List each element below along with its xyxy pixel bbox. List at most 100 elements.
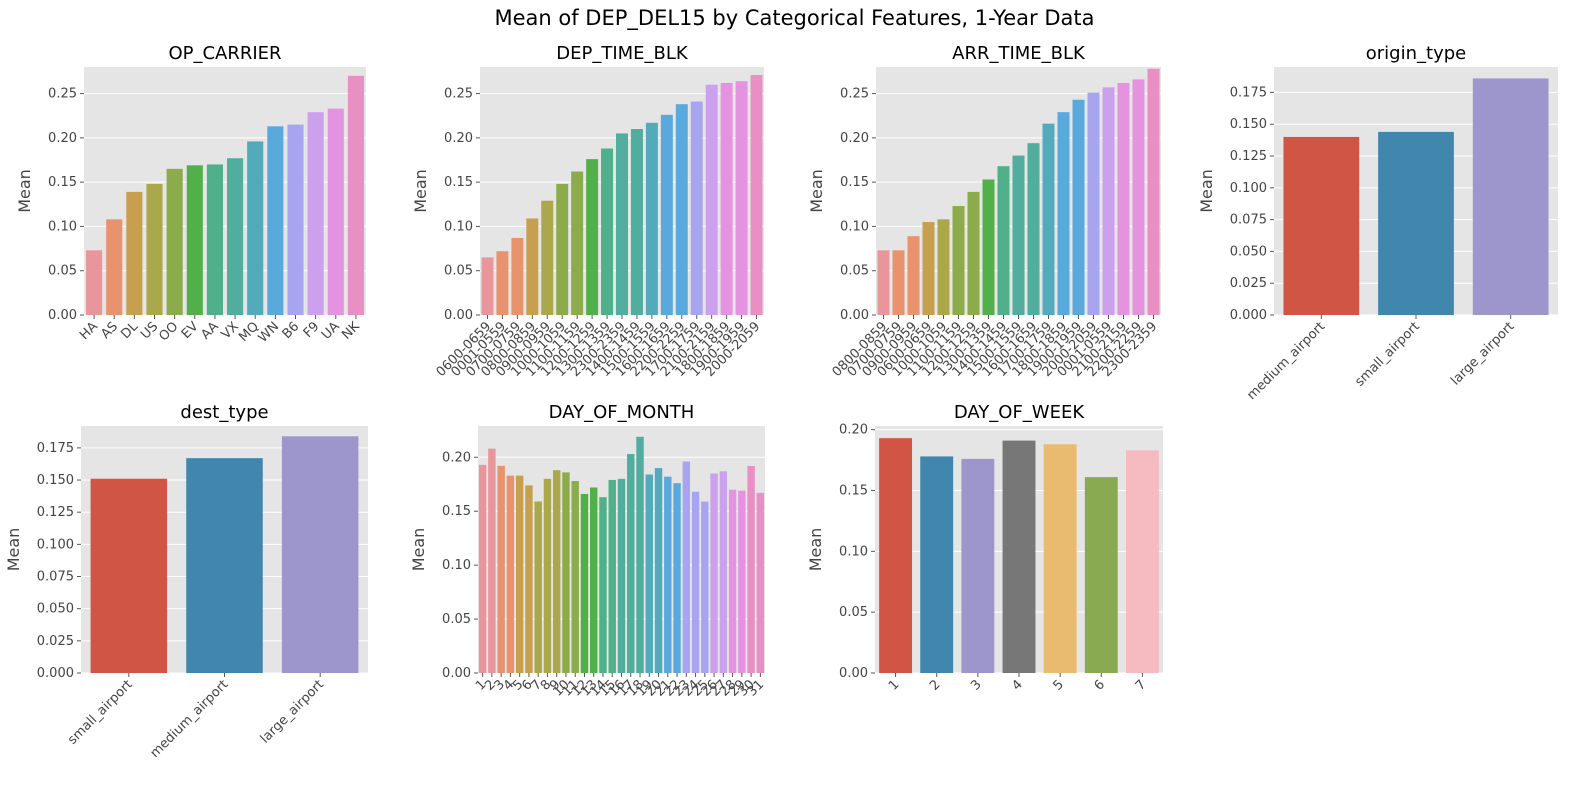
y-tick-label: 0.125 <box>37 505 74 520</box>
bar-12 <box>580 493 589 673</box>
y-tick-label: 0.100 <box>1230 181 1267 196</box>
bar-2300-2359 <box>1147 68 1160 316</box>
bar-1400-1459 <box>997 166 1010 315</box>
bar-2100-2159 <box>1117 82 1130 315</box>
y-tick-label: 0.175 <box>1230 85 1267 100</box>
y-tick-label: 0.15 <box>839 483 868 498</box>
y-axis-label: Mean <box>409 528 428 572</box>
y-tick-label: 0.20 <box>839 423 868 438</box>
y-tick-label: 0.20 <box>48 131 77 146</box>
y-tick-label: 0.075 <box>1230 213 1267 228</box>
bar-3 <box>961 458 995 673</box>
subplot-arr-time-blk: 0.000.050.100.150.200.250800-08590700-07… <box>807 43 1161 380</box>
bar-DL <box>126 191 143 315</box>
y-tick-label: 0.000 <box>37 666 74 681</box>
bar-17 <box>627 454 635 673</box>
x-tick-label: 7 <box>1133 677 1149 693</box>
bar-1200-1259 <box>586 159 599 315</box>
bar-11 <box>571 481 579 673</box>
bar-4 <box>506 475 515 673</box>
y-tick-label: 0.20 <box>444 131 473 146</box>
x-tick-label: 4 <box>1009 677 1025 693</box>
bar-2200-2259 <box>675 104 688 315</box>
bar-0700-0759 <box>511 237 524 315</box>
bar-9 <box>552 470 561 673</box>
bar-6 <box>525 485 533 673</box>
subplot-title: DAY_OF_WEEK <box>954 402 1086 423</box>
subplot-dep-time-blk: 0.000.050.100.150.200.250600-06590001-05… <box>411 43 764 380</box>
bar-2 <box>488 448 496 673</box>
bar-1 <box>879 438 913 673</box>
bar-large_airport <box>281 436 359 673</box>
bar-EV <box>186 165 203 315</box>
x-tick-label: large_airport <box>1448 319 1517 388</box>
bar-2100-2159 <box>705 84 718 315</box>
bar-large_airport <box>1472 78 1549 315</box>
x-tick-label: large_airport <box>258 677 327 746</box>
x-tick-label: small_airport <box>65 677 136 748</box>
bar-0001-0559 <box>496 251 509 315</box>
y-tick-label: 0.05 <box>442 612 471 627</box>
bar-UA <box>327 108 344 315</box>
bar-18 <box>636 436 644 673</box>
x-tick-label: 3 <box>968 677 984 693</box>
bar-0600-0659 <box>922 222 935 315</box>
y-tick-label: 0.25 <box>840 87 869 102</box>
bar-B6 <box>287 124 304 315</box>
y-tick-label: 0.025 <box>1230 276 1267 291</box>
bar-1800-1859 <box>1057 112 1070 316</box>
bar-14 <box>599 497 607 673</box>
y-tick-label: 0.05 <box>840 264 869 279</box>
bar-3 <box>497 465 505 673</box>
y-tick-label: 0.15 <box>444 175 473 190</box>
bar-2000-2059 <box>1087 92 1100 315</box>
y-tick-label: 0.05 <box>48 264 77 279</box>
y-tick-label: 0.05 <box>839 605 868 620</box>
y-tick-label: 0.20 <box>442 450 471 465</box>
y-axis-label: Mean <box>411 169 430 213</box>
bar-0700-0759 <box>892 250 905 315</box>
bar-0001-0559 <box>1102 87 1115 315</box>
x-tick-label: AS <box>98 319 121 342</box>
subplot-origin-type: 0.000 0.025 0.050 0.075 0.100 0.125 0.150 0.175… <box>1197 43 1558 403</box>
x-tick-label: medium_airport <box>148 677 232 761</box>
subplot-title: OP_CARRIER <box>168 43 281 64</box>
x-tick-label: WN <box>256 319 283 346</box>
bar-24 <box>691 491 700 673</box>
bar-0800-0859 <box>526 218 539 315</box>
bar-1700-1759 <box>1042 123 1055 315</box>
bar-1600-1659 <box>660 114 673 315</box>
y-tick-label: 0.15 <box>442 504 471 519</box>
bar-7 <box>1125 450 1159 673</box>
bar-1300-1359 <box>982 179 995 315</box>
bar-6 <box>1084 477 1118 673</box>
bar-medium_airport <box>1283 136 1360 315</box>
y-axis-label: Mean <box>4 528 23 572</box>
y-tick-label: 0.050 <box>37 602 74 617</box>
subplot-day-of-month: 0.000.050.100.150.2012345678910111213141… <box>409 402 767 700</box>
bar-5 <box>515 475 524 673</box>
y-axis-label: Mean <box>807 169 826 213</box>
y-tick-label: 0.00 <box>444 308 473 323</box>
y-tick-label: 0.15 <box>48 175 77 190</box>
y-tick-label: 0.15 <box>840 175 869 190</box>
bar-2000-2059 <box>750 74 763 315</box>
y-tick-label: 0.00 <box>442 666 471 681</box>
bar-13 <box>590 487 598 673</box>
bar-1 <box>478 464 487 673</box>
y-tick-label: 0.00 <box>840 308 869 323</box>
bar-20 <box>654 468 663 673</box>
bar-1700-1759 <box>690 101 703 316</box>
x-tick-label: small_airport <box>1352 319 1423 390</box>
x-tick-label: EV <box>179 319 202 342</box>
bar-1100-1159 <box>952 206 965 315</box>
y-tick-label: 0.125 <box>1230 149 1267 164</box>
subplot-title: dest_type <box>180 402 268 423</box>
x-tick-label: 5 <box>1051 677 1067 693</box>
x-tick-label: F9 <box>301 319 323 341</box>
bar-0800-0859 <box>877 250 890 315</box>
bar-US <box>146 183 163 315</box>
bar-10 <box>562 472 570 673</box>
bar-WN <box>267 126 284 315</box>
